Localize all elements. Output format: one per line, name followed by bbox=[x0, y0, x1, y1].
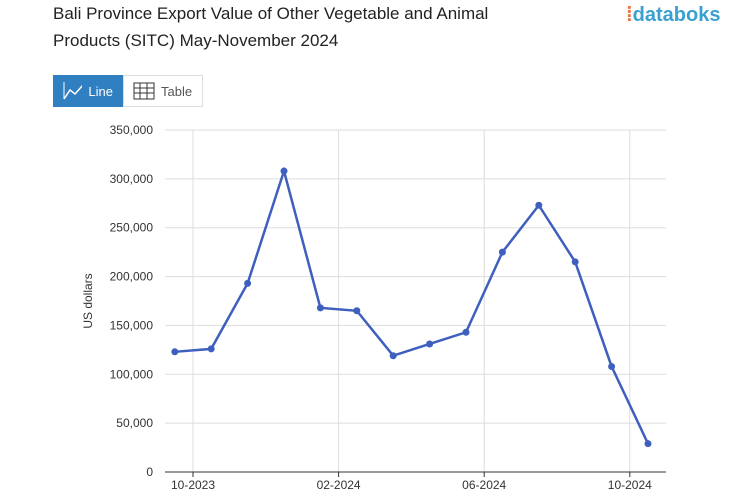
point bbox=[462, 328, 470, 336]
x-tick-label: 10-2023 bbox=[171, 478, 215, 492]
x-tick-label: 02-2024 bbox=[317, 478, 361, 492]
point bbox=[498, 248, 506, 256]
x-tick-label: 10-2024 bbox=[608, 478, 652, 492]
point bbox=[316, 304, 324, 312]
title: Bali Province Export Value of Other Vege… bbox=[53, 4, 489, 23]
point bbox=[207, 345, 215, 353]
table-button[interactable]: Table bbox=[123, 75, 203, 107]
point bbox=[389, 352, 397, 360]
point bbox=[244, 279, 252, 287]
point bbox=[426, 340, 434, 348]
point bbox=[571, 258, 579, 266]
point bbox=[608, 362, 616, 370]
icon bbox=[133, 82, 155, 100]
line-button[interactable]: Line bbox=[53, 75, 123, 107]
y-tick-label: 300,000 bbox=[110, 172, 154, 186]
point bbox=[353, 307, 361, 315]
y-axis-label: US dollars bbox=[81, 273, 95, 328]
y-tick-label: 150,000 bbox=[110, 318, 154, 332]
label: Line bbox=[88, 83, 113, 99]
y-tick-label: 0 bbox=[146, 465, 153, 479]
y-tick-label: 250,000 bbox=[110, 221, 154, 235]
y-tick-label: 200,000 bbox=[110, 270, 154, 284]
y-tick-label: 50,000 bbox=[116, 416, 153, 430]
subtitle: Products (SITC) May-November 2024 bbox=[53, 31, 339, 50]
y-tick-label: 350,000 bbox=[110, 123, 154, 137]
point bbox=[535, 201, 543, 209]
y-tick-label: 100,000 bbox=[110, 367, 154, 381]
point bbox=[280, 167, 288, 175]
point bbox=[171, 348, 179, 356]
point bbox=[644, 440, 652, 448]
label: Table bbox=[161, 83, 193, 99]
icon bbox=[63, 82, 83, 100]
x-tick-label: 06-2024 bbox=[462, 478, 506, 492]
logo: ⁞databoks bbox=[626, 4, 721, 26]
line bbox=[174, 166, 650, 445]
brand: databoks bbox=[632, 4, 721, 26]
